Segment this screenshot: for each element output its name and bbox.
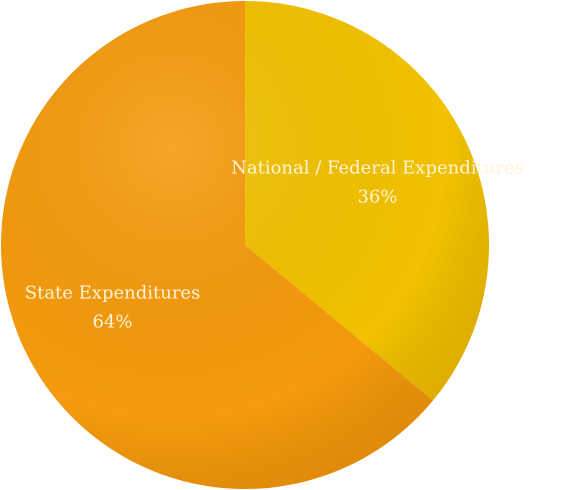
slices (0, 1, 489, 490)
value-label: 36% (357, 187, 397, 208)
slice-label: State Expenditures (25, 282, 201, 303)
slice-label: National / Federal Expenditures (231, 158, 524, 179)
value-label: 64% (93, 311, 133, 332)
labels: National / Federal Expenditures 36% State … (25, 158, 524, 333)
